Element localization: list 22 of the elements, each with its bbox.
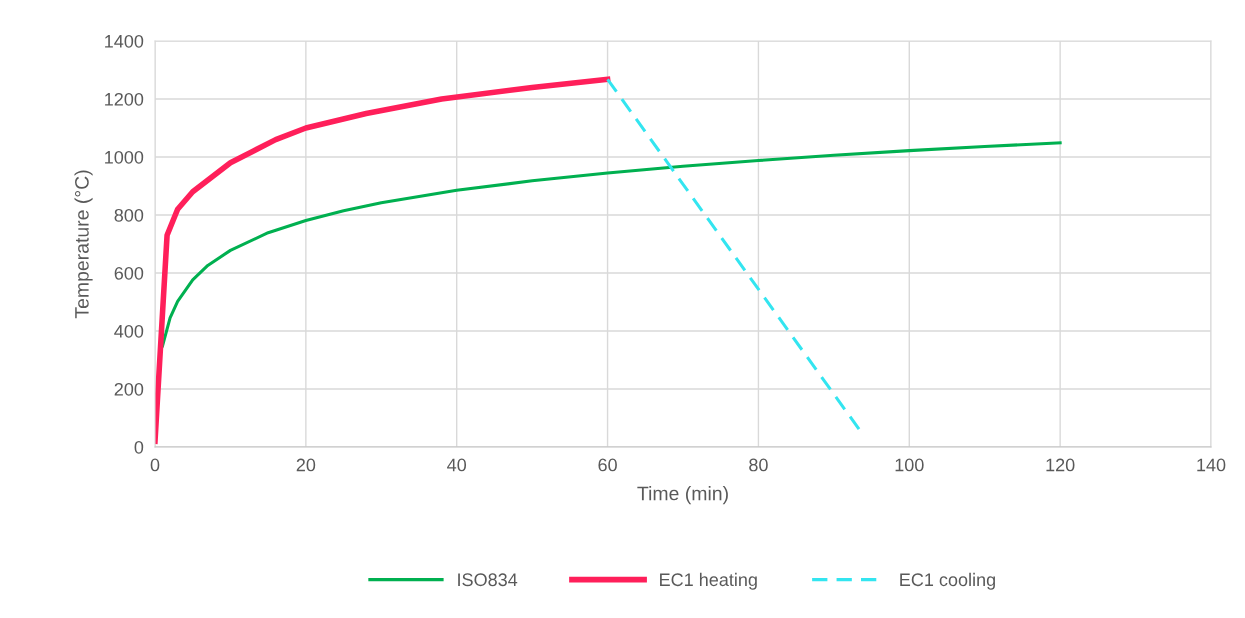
y-tick-label: 800 bbox=[114, 208, 144, 222]
x-axis-title: Time (min) bbox=[637, 486, 728, 505]
x-tick-label: 100 bbox=[895, 458, 924, 472]
legend-label: ISO834 bbox=[458, 573, 518, 587]
legend-label: EC1 cooling bbox=[900, 572, 995, 590]
y-tick-label: 1400 bbox=[105, 34, 144, 48]
y-tick-label: 0 bbox=[134, 440, 144, 454]
x-tick-label: 80 bbox=[749, 458, 768, 472]
y-tick-label: 1000 bbox=[105, 150, 144, 164]
x-tick-label: 60 bbox=[598, 458, 617, 472]
x-tick-label: 140 bbox=[1197, 458, 1226, 472]
y-tick-label: 600 bbox=[114, 266, 144, 280]
x-tick-label: 20 bbox=[296, 458, 316, 472]
line-series bbox=[161, 141, 1062, 348]
y-tick-label: 400 bbox=[114, 324, 144, 338]
y-axis-title: Temperature (°C) bbox=[74, 170, 93, 319]
y-tick-label: 1200 bbox=[105, 92, 144, 106]
x-tick-label: 120 bbox=[1046, 458, 1075, 472]
y-tick-label: 200 bbox=[114, 382, 144, 396]
x-tick-label: 0 bbox=[150, 458, 160, 472]
x-tick-label: 40 bbox=[447, 458, 467, 472]
legend-label: EC1 heating bbox=[660, 572, 757, 590]
